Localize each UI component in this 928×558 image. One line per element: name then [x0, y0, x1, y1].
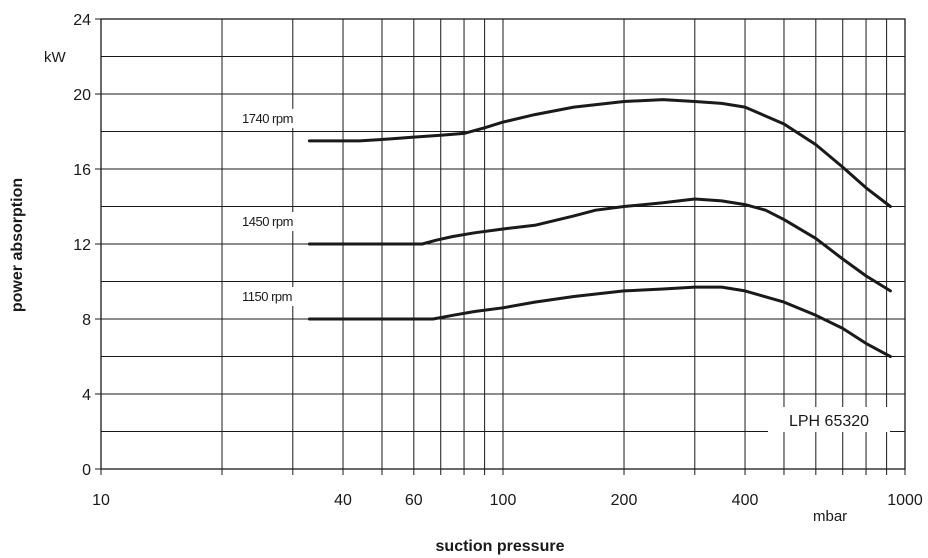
series-label: 1450 rpm	[242, 214, 293, 229]
x-tick-label: 400	[732, 492, 759, 509]
series-line	[307, 285, 892, 358]
y-tick-label: 16	[73, 162, 91, 179]
model-label: LPH 65320	[789, 413, 869, 430]
plot-frame	[100, 18, 906, 470]
grid	[95, 18, 906, 475]
y-axis-title: power absorption	[9, 178, 26, 312]
tick-labels: 10 40 60 100 200 400 1000 0 4 8 12 16 20 24	[73, 12, 923, 509]
series-labels: 1740 rpm 1450 rpm 1150 rpm	[232, 108, 324, 306]
series-label-box	[232, 287, 324, 306]
y-tick-label: 24	[73, 12, 91, 29]
x-tick-label: 200	[611, 492, 638, 509]
series-line	[307, 197, 892, 293]
y-unit-label: kW	[44, 49, 67, 66]
x-tick-label: 100	[490, 492, 517, 509]
x-axis-title: suction pressure	[436, 538, 565, 555]
y-tick-label: 20	[73, 87, 91, 104]
y-tick-label: 4	[82, 387, 91, 404]
x-tick-label: 60	[405, 492, 423, 509]
model-label-box	[768, 407, 890, 432]
y-tick-label: 8	[82, 312, 91, 329]
series-curves	[307, 98, 892, 358]
series-label-box	[232, 108, 324, 128]
series-label: 1740 rpm	[242, 111, 293, 126]
y-tick-label: 0	[82, 462, 91, 479]
x-tick-label: 40	[334, 492, 352, 509]
y-tick-label: 12	[73, 237, 91, 254]
series-line	[307, 98, 892, 208]
series-label-box	[232, 212, 324, 231]
x-tick-label: 1000	[887, 492, 923, 509]
x-unit-label: mbar	[813, 508, 847, 525]
x-tick-label: 10	[92, 492, 110, 509]
series-label: 1150 rpm	[242, 289, 292, 304]
